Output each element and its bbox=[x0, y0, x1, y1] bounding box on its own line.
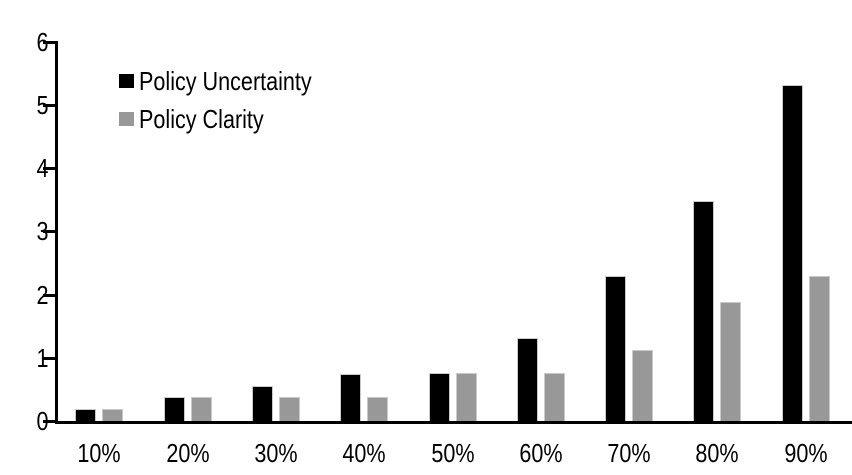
bar-policy-clarity bbox=[278, 397, 300, 421]
x-axis-category-label: 40% bbox=[338, 438, 390, 468]
bar-policy-clarity bbox=[190, 397, 212, 421]
x-axis-category-label-text: 70% bbox=[607, 438, 651, 468]
y-axis-tick-label-text: 4 bbox=[35, 153, 48, 184]
y-axis-tick-label: 0 bbox=[0, 406, 48, 436]
legend: Policy Uncertainty Policy Clarity bbox=[119, 66, 347, 142]
y-axis-tick bbox=[43, 356, 57, 360]
y-axis-tick-label-text: 1 bbox=[35, 342, 48, 373]
y-axis-tick-label-text: 3 bbox=[35, 216, 48, 247]
legend-label: Policy Clarity bbox=[139, 104, 289, 134]
y-axis-tick-label-text: 6 bbox=[35, 26, 48, 57]
x-axis-category-label-text: 40% bbox=[342, 438, 386, 468]
bar-policy-uncertainty bbox=[693, 201, 715, 421]
bar-policy-uncertainty bbox=[428, 373, 450, 421]
x-axis-category-label-text: 10% bbox=[77, 438, 121, 468]
legend-swatch-icon bbox=[119, 74, 134, 88]
y-axis-tick bbox=[43, 104, 57, 108]
legend-label-text: Policy Clarity bbox=[139, 104, 264, 134]
bar-policy-uncertainty bbox=[340, 374, 362, 421]
legend-label: Policy Uncertainty bbox=[139, 66, 347, 96]
bar-policy-clarity bbox=[808, 276, 830, 421]
bar-policy-clarity bbox=[632, 350, 654, 421]
bar-policy-uncertainty bbox=[516, 338, 538, 421]
bar-policy-clarity bbox=[455, 373, 477, 421]
x-axis-category-label: 90% bbox=[780, 438, 832, 468]
y-axis-tick bbox=[43, 40, 57, 44]
bar-policy-uncertainty bbox=[781, 85, 803, 421]
x-axis-category-label-text: 30% bbox=[254, 438, 298, 468]
y-axis-tick-label-text: 2 bbox=[35, 279, 48, 310]
bar-policy-uncertainty bbox=[605, 276, 627, 421]
bar-policy-uncertainty bbox=[251, 386, 273, 421]
y-axis-tick-label-text: 5 bbox=[35, 90, 48, 121]
x-axis-category-label: 80% bbox=[691, 438, 743, 468]
y-axis-tick-label: 1 bbox=[0, 343, 48, 373]
bar-policy-clarity bbox=[102, 409, 124, 421]
y-axis-tick-label: 5 bbox=[0, 90, 48, 120]
x-axis-category-label: 30% bbox=[250, 438, 302, 468]
x-axis-category-label-text: 60% bbox=[519, 438, 563, 468]
legend-item: Policy Uncertainty bbox=[119, 66, 347, 96]
bar-policy-clarity bbox=[720, 302, 742, 421]
x-axis-category-label: 70% bbox=[603, 438, 655, 468]
x-axis-category-label-text: 50% bbox=[430, 438, 475, 468]
bar-policy-clarity bbox=[543, 373, 565, 421]
y-axis-tick bbox=[43, 420, 57, 423]
legend-swatch-icon bbox=[119, 112, 134, 126]
x-axis-category-label-text: 80% bbox=[695, 438, 739, 468]
y-axis-tick-label-text: 0 bbox=[35, 406, 48, 436]
bar-policy-uncertainty bbox=[163, 397, 185, 421]
bar-policy-uncertainty bbox=[75, 409, 97, 421]
x-axis-category-label-text: 90% bbox=[784, 438, 828, 468]
y-axis-tick-label: 4 bbox=[0, 153, 48, 183]
x-axis-category-label: 20% bbox=[162, 438, 214, 468]
y-axis-tick bbox=[43, 230, 57, 234]
x-axis-category-label-text: 20% bbox=[165, 438, 210, 468]
y-axis-tick bbox=[43, 293, 57, 297]
x-axis-line bbox=[55, 421, 852, 424]
y-axis-tick-label: 3 bbox=[0, 216, 48, 246]
bar-policy-clarity bbox=[367, 397, 389, 421]
legend-label-text: Policy Uncertainty bbox=[139, 66, 312, 96]
y-axis-tick-label: 6 bbox=[0, 27, 48, 57]
x-axis-category-label: 50% bbox=[426, 438, 478, 468]
x-axis-category-label: 10% bbox=[73, 438, 125, 468]
x-axis-category-label: 60% bbox=[515, 438, 567, 468]
y-axis-tick bbox=[43, 167, 57, 171]
legend-item: Policy Clarity bbox=[119, 104, 347, 134]
y-axis-tick-label: 2 bbox=[0, 280, 48, 310]
